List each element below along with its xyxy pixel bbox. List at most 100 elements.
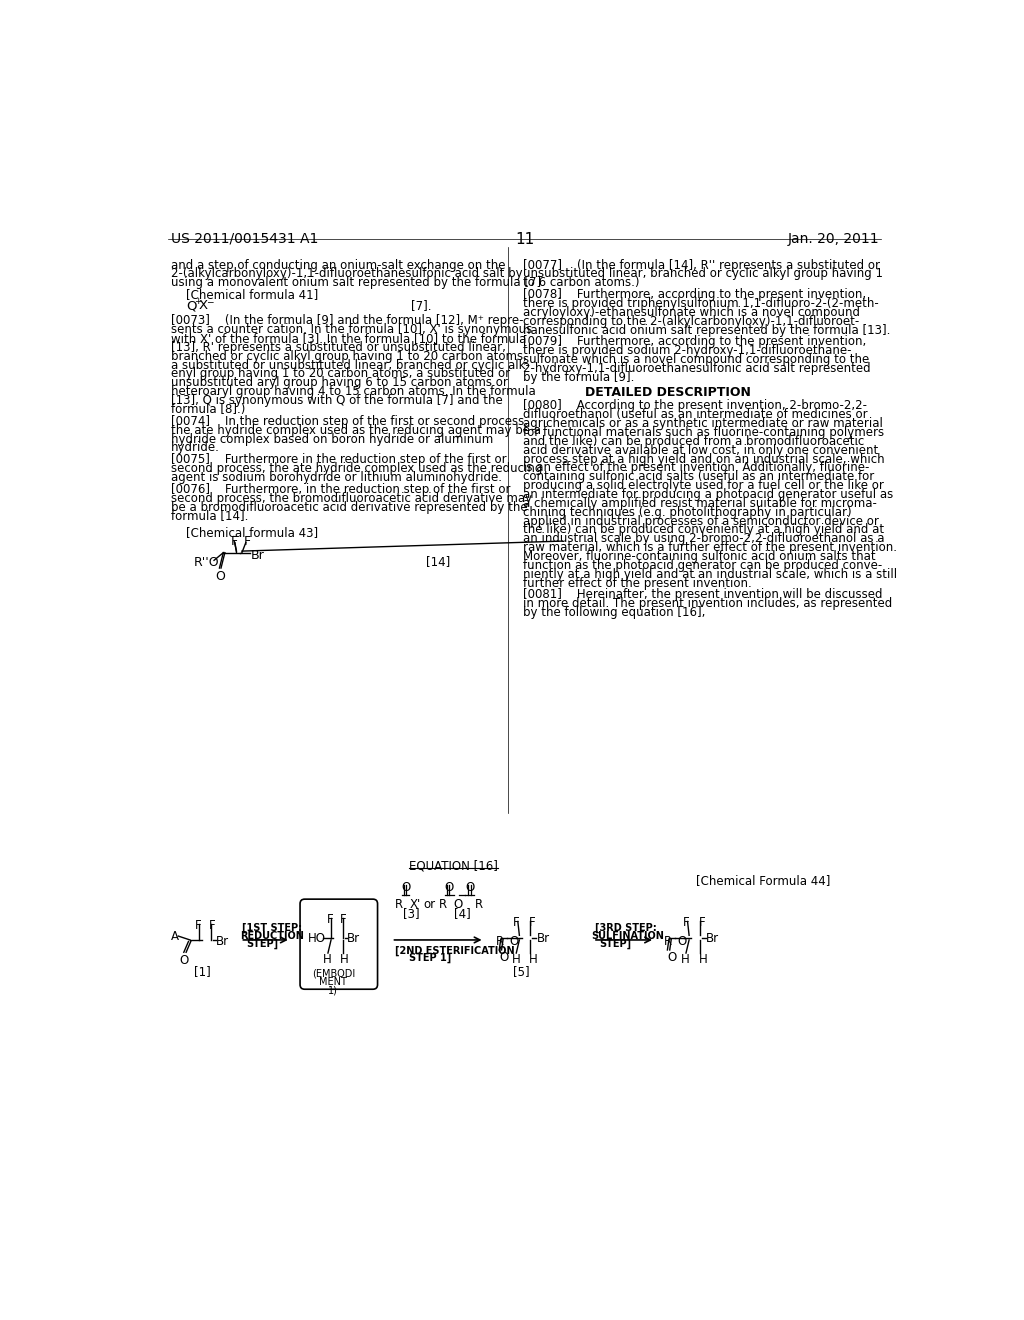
Text: is an effect of the present invention. Additionally, fluorine-: is an effect of the present invention. A… <box>523 462 869 474</box>
Text: F: F <box>231 535 239 548</box>
Text: F: F <box>698 916 706 929</box>
Text: hydride complex based on boron hydride or aluminum: hydride complex based on boron hydride o… <box>171 433 493 446</box>
Text: O: O <box>216 570 225 583</box>
Text: unsubstituted aryl group having 6 to 15 carbon atoms or: unsubstituted aryl group having 6 to 15 … <box>171 376 508 389</box>
Text: F: F <box>340 913 347 927</box>
Text: further effect of the present invention.: further effect of the present invention. <box>523 577 752 590</box>
Text: MENT: MENT <box>319 977 347 987</box>
Text: [1]: [1] <box>194 965 211 978</box>
Text: with X' of the formula [3]. In the formula [10] to the formula: with X' of the formula [3]. In the formu… <box>171 333 526 345</box>
Text: F: F <box>244 535 251 548</box>
Text: [13], R' represents a substituted or unsubstituted linear,: [13], R' represents a substituted or uns… <box>171 341 506 354</box>
Text: sents a counter cation. In the formula [10], X' is synonymous: sents a counter cation. In the formula [… <box>171 323 531 337</box>
Text: a chemically amplified resist material suitable for microma-: a chemically amplified resist material s… <box>523 496 878 510</box>
Text: [1ST STEP:: [1ST STEP: <box>242 923 302 933</box>
Text: [7].: [7]. <box>411 300 431 313</box>
Text: [3]: [3] <box>403 907 420 920</box>
Text: a substituted or unsubstituted linear, branched or cyclic alk-: a substituted or unsubstituted linear, b… <box>171 359 529 372</box>
Text: in more detail. The present invention includes, as represented: in more detail. The present invention in… <box>523 597 893 610</box>
FancyBboxPatch shape <box>300 899 378 989</box>
Text: heteroaryl group having 4 to 15 carbon atoms. In the formula: heteroaryl group having 4 to 15 carbon a… <box>171 385 536 399</box>
Text: Jan. 20, 2011: Jan. 20, 2011 <box>788 231 880 246</box>
Text: [0076]    Furthermore, in the reduction step of the first or: [0076] Furthermore, in the reduction ste… <box>171 483 510 496</box>
Text: EQUATION [16]: EQUATION [16] <box>409 859 498 873</box>
Text: STEP 1]: STEP 1] <box>409 953 451 964</box>
Text: H: H <box>681 953 690 966</box>
Text: [0081]    Hereinafter, the present invention will be discussed: [0081] Hereinafter, the present inventio… <box>523 589 883 602</box>
Text: [4]: [4] <box>455 907 471 920</box>
Text: Moreover, fluorine-containing sulfonic acid onium salts that: Moreover, fluorine-containing sulfonic a… <box>523 550 876 562</box>
Text: X': X' <box>410 898 421 911</box>
Text: R: R <box>438 898 446 911</box>
Text: acid derivative available at low cost, in only one convenient: acid derivative available at low cost, i… <box>523 444 879 457</box>
Text: hydride.: hydride. <box>171 441 219 454</box>
Text: [0080]    According to the present invention, 2-bromo-2,2-: [0080] According to the present inventio… <box>523 400 867 412</box>
Text: [0077]    (In the formula [14], R'' represents a substituted or: [0077] (In the formula [14], R'' represe… <box>523 259 881 272</box>
Text: corresponding to the 2-(alkylcarbonyloxy)-1,1-difluoroet-: corresponding to the 2-(alkylcarbonyloxy… <box>523 314 859 327</box>
Text: F: F <box>683 916 689 929</box>
Text: and a step of conducting an onium-salt exchange on the: and a step of conducting an onium-salt e… <box>171 259 505 272</box>
Text: R: R <box>474 898 482 911</box>
Text: using a monovalent onium salt represented by the formula [7].: using a monovalent onium salt represente… <box>171 276 545 289</box>
Text: O: O <box>444 880 454 894</box>
Text: be a bromodifluoroacetic acid derivative represented by the: be a bromodifluoroacetic acid derivative… <box>171 500 527 513</box>
Text: agrichemicals or as a synthetic intermediate or raw material: agrichemicals or as a synthetic intermed… <box>523 417 883 430</box>
Text: [14]: [14] <box>426 554 451 568</box>
Text: an intermediate for producing a photoacid generator useful as: an intermediate for producing a photoaci… <box>523 488 894 502</box>
Text: [Chemical formula 43]: [Chemical formula 43] <box>186 527 318 539</box>
Text: formula [8].): formula [8].) <box>171 403 245 416</box>
Text: H: H <box>324 953 332 966</box>
Text: F: F <box>528 916 536 929</box>
Text: chining techniques (e.g. photolithography in particular): chining techniques (e.g. photolithograph… <box>523 506 852 519</box>
Text: REDUCTION: REDUCTION <box>241 931 304 941</box>
Text: STEP]: STEP] <box>247 939 279 949</box>
Text: Br: Br <box>707 932 719 945</box>
Text: [13], Q is synonymous with Q of the formula [7] and the: [13], Q is synonymous with Q of the form… <box>171 395 503 407</box>
Text: for functional materials such as fluorine-containing polymers: for functional materials such as fluorin… <box>523 426 885 440</box>
Text: raw material, which is a further effect of the present invention.: raw material, which is a further effect … <box>523 541 897 554</box>
Text: and the like) can be produced from a bromodifluoroacetic: and the like) can be produced from a bro… <box>523 434 864 447</box>
Text: second process, the bromodifluoroacetic acid derivative may: second process, the bromodifluoroacetic … <box>171 492 531 504</box>
Text: H: H <box>698 953 708 966</box>
Text: A: A <box>171 929 178 942</box>
Text: [0075]    Furthermore in the reduction step of the first or: [0075] Furthermore in the reduction step… <box>171 453 506 466</box>
Text: H: H <box>528 953 538 966</box>
Text: producing a solid electrolyte used for a fuel cell or the like or: producing a solid electrolyte used for a… <box>523 479 884 492</box>
Text: containing sulfonic acid salts (useful as an intermediate for: containing sulfonic acid salts (useful a… <box>523 470 874 483</box>
Text: applied in industrial processes of a semiconductor device or: applied in industrial processes of a sem… <box>523 515 880 528</box>
Text: niently at a high yield and at an industrial scale, which is a still: niently at a high yield and at an indust… <box>523 568 897 581</box>
Text: HO: HO <box>308 932 326 945</box>
Text: F: F <box>209 919 215 932</box>
Text: agent is sodium borohydride or lithium aluminohydride.: agent is sodium borohydride or lithium a… <box>171 471 502 484</box>
Text: Br: Br <box>251 549 264 562</box>
Text: SULFINATION: SULFINATION <box>592 931 665 941</box>
Text: Br: Br <box>216 935 229 948</box>
Text: O: O <box>678 935 687 948</box>
Text: formula [14].: formula [14]. <box>171 510 248 523</box>
Text: Br: Br <box>346 932 359 945</box>
Text: acryloyloxy)-ethanesulfonate which is a novel compound: acryloyloxy)-ethanesulfonate which is a … <box>523 306 860 319</box>
Text: 1): 1) <box>329 985 338 995</box>
Text: −: − <box>206 297 214 306</box>
Text: process step at a high yield and on an industrial scale, which: process step at a high yield and on an i… <box>523 453 885 466</box>
Text: R: R <box>665 935 673 948</box>
Text: there is provided triphenylsulfonium 1,1-difluoro-2-(2-meth-: there is provided triphenylsulfonium 1,1… <box>523 297 879 310</box>
Text: R: R <box>496 935 504 948</box>
Text: 2-(alkylcarbonyloxy)-1,1-difluoroethanesulfonic acid salt by: 2-(alkylcarbonyloxy)-1,1-difluoroethanes… <box>171 268 522 280</box>
Text: or: or <box>423 898 435 911</box>
Text: R''O: R''O <box>194 557 219 569</box>
Text: O: O <box>500 950 509 964</box>
Text: +: + <box>194 297 202 306</box>
Text: [0073]    (In the formula [9] and the formula [12], M⁺ repre-: [0073] (In the formula [9] and the formu… <box>171 314 523 327</box>
Text: (EMBODI: (EMBODI <box>311 969 355 978</box>
Text: US 2011/0015431 A1: US 2011/0015431 A1 <box>171 231 318 246</box>
Text: Br: Br <box>537 932 550 945</box>
Text: branched or cyclic alkyl group having 1 to 20 carbon atoms,: branched or cyclic alkyl group having 1 … <box>171 350 526 363</box>
Text: function as the photoacid generator can be produced conve-: function as the photoacid generator can … <box>523 558 883 572</box>
Text: Q: Q <box>186 300 197 313</box>
Text: [0078]    Furthermore, according to the present invention,: [0078] Furthermore, according to the pre… <box>523 288 866 301</box>
Text: O: O <box>465 880 474 894</box>
Text: DETAILED DESCRIPTION: DETAILED DESCRIPTION <box>586 385 752 399</box>
Text: H: H <box>512 953 520 966</box>
Text: enyl group having 1 to 20 carbon atoms, a substituted or: enyl group having 1 to 20 carbon atoms, … <box>171 367 510 380</box>
